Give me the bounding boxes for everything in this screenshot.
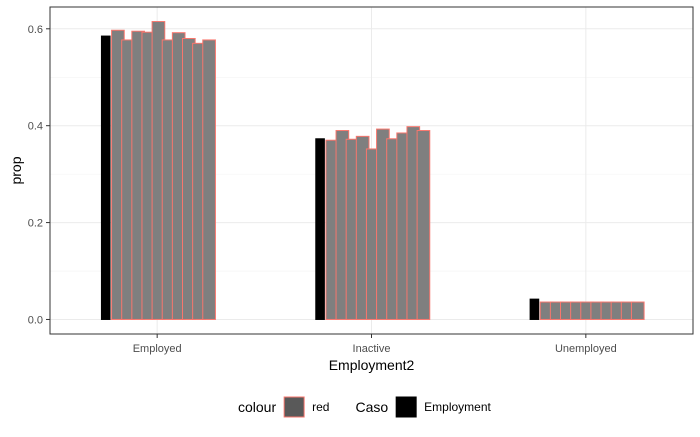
y-axis-title: prop <box>8 156 24 184</box>
bar-marks <box>100 21 645 320</box>
bar-employed-0 <box>100 35 111 320</box>
bar-employed-10 <box>202 39 216 320</box>
x-tick-label: Inactive <box>353 343 391 355</box>
y-tick-label: 0.4 <box>28 121 43 133</box>
bar-inactive-10 <box>416 130 431 320</box>
bar-unemployed-10 <box>630 301 645 320</box>
legend-title: Caso <box>355 399 388 415</box>
axis-ticks: 0.0 0.2 0.4 0.6 Employed Inactive Unemployed <box>28 24 617 355</box>
bar-inactive-0 <box>315 138 325 320</box>
y-tick-label: 0.0 <box>28 314 43 326</box>
x-tick-label: Employed <box>133 343 182 355</box>
x-tick-label: Unemployed <box>555 343 617 355</box>
legend-label: Employment <box>424 400 491 414</box>
bar-unemployed-0 <box>529 298 540 320</box>
y-tick-label: 0.6 <box>28 24 43 36</box>
legend: colour red Caso Employment <box>238 396 492 418</box>
x-axis-title: Employment2 <box>329 357 415 373</box>
legend-key <box>395 396 417 418</box>
legend-title: colour <box>238 399 276 415</box>
legend-label: red <box>312 400 329 414</box>
y-tick-label: 0.2 <box>28 218 43 230</box>
legend-key <box>283 396 305 418</box>
